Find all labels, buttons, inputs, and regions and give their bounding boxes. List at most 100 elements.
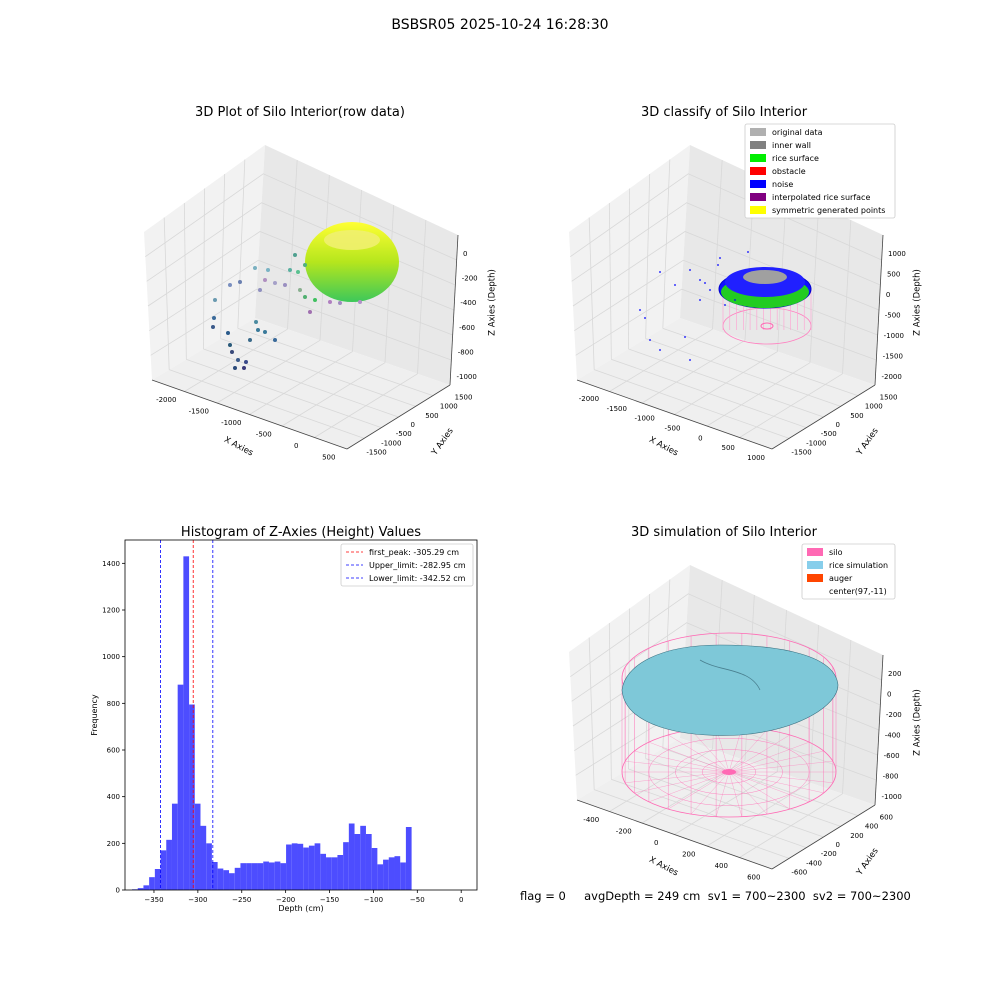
legend-label: inner wall — [772, 141, 811, 150]
y-axis-label: Y Axies — [854, 426, 881, 458]
histogram-bar — [326, 857, 332, 890]
noise-point — [719, 257, 721, 259]
z-axis-line — [874, 654, 884, 806]
legend-label: original data — [772, 128, 823, 137]
legend-label: auger — [829, 574, 853, 583]
noise-point — [704, 282, 706, 284]
noise-point — [699, 299, 701, 301]
z-tick-label: -800 — [458, 348, 474, 356]
raw-data-point — [313, 298, 317, 302]
y-tick-label: -500 — [821, 430, 837, 438]
x-tick-label: 0 — [294, 442, 298, 450]
legend-label: obstacle — [772, 167, 806, 176]
z-tick-label: -200 — [462, 275, 478, 283]
x-tick-label: −50 — [410, 896, 425, 904]
histogram-bar — [360, 825, 366, 890]
noise-point — [659, 349, 661, 351]
z-tick-label: -400 — [460, 299, 476, 307]
histogram-title: Histogram of Z-Axies (Height) Values — [181, 525, 421, 540]
legend-label: center(97,-11) — [829, 587, 887, 596]
noise-point — [689, 269, 691, 271]
legend-label: interpolated rice surface — [772, 193, 870, 202]
y-tick-label: -500 — [396, 430, 412, 438]
histogram-bar — [303, 847, 309, 890]
legend-label: rice surface — [772, 154, 819, 163]
raw-data-point — [263, 330, 267, 334]
x-tick-label: 500 — [322, 453, 335, 461]
legend-label: rice simulation — [829, 561, 888, 570]
z-tick-label: -200 — [886, 711, 902, 719]
raw-data-point — [256, 328, 260, 332]
raw-data-point — [248, 338, 252, 342]
histogram-bar — [229, 873, 235, 890]
legend-label: Lower_limit: -342.52 cm — [369, 574, 466, 583]
histogram-bar — [308, 845, 315, 890]
raw-data-point — [273, 281, 277, 285]
z-tick-label: 0 — [463, 250, 467, 258]
raw-data-point — [212, 316, 216, 320]
histogram-bar — [388, 857, 395, 890]
raw-data-3d-panel: 3D Plot of Silo Interior(row data)-2000-… — [144, 105, 497, 461]
histogram-bar — [211, 862, 218, 890]
x-tick-label: 400 — [715, 862, 728, 870]
z-tick-label: 0 — [886, 291, 890, 299]
z-axis-label: Z Axies (Depth) — [912, 269, 922, 336]
x-tick-label: 0 — [459, 896, 463, 904]
x-tick-label: -2000 — [156, 396, 176, 404]
histogram-bar — [194, 803, 201, 890]
raw-data-point — [283, 283, 287, 287]
raw-data-point — [254, 320, 258, 324]
raw-data-point — [228, 283, 232, 287]
y-axis-line — [771, 804, 876, 870]
x-tick-label: -1000 — [634, 415, 654, 423]
histogram-bar — [206, 843, 212, 890]
raw-data-point — [244, 360, 248, 364]
raw-data-point — [233, 366, 237, 370]
histogram-bar — [354, 834, 361, 890]
figure-title: BSBSR05 2025-10-24 16:28:30 — [391, 17, 609, 33]
x-tick-label: −200 — [276, 896, 295, 904]
legend-swatch — [750, 180, 766, 188]
histogram-bar — [200, 825, 207, 890]
simulation-panel-title: 3D simulation of Silo Interior — [631, 525, 818, 540]
noise-point — [674, 284, 676, 286]
simulation-legend-box — [801, 543, 896, 600]
histogram-bar — [280, 863, 287, 890]
z-tick-label: -400 — [885, 732, 901, 740]
histogram-bar — [246, 863, 252, 890]
grid-line — [571, 202, 881, 286]
x-tick-label: -500 — [256, 430, 272, 438]
raw-data-point — [228, 343, 232, 347]
z-tick-label: -500 — [885, 312, 901, 320]
z-axis-label: Z Axies (Depth) — [487, 269, 497, 336]
histogram-bar — [348, 823, 355, 890]
y-tick-label: 400 — [865, 823, 878, 831]
raw-data-point — [288, 268, 292, 272]
histogram-bar — [234, 867, 241, 890]
histogram-bar — [291, 843, 298, 890]
y-tick-label: 0 — [836, 421, 840, 429]
raw-data-point — [242, 366, 246, 370]
rice-simulation-surface — [621, 644, 839, 736]
y-tick-label: 500 — [850, 412, 863, 420]
y-axis-label: Y Axies — [854, 846, 881, 878]
y-tick-label: -1000 — [806, 439, 826, 447]
raw-data-point — [338, 301, 342, 305]
histogram-bar — [320, 853, 327, 890]
right-pane — [680, 145, 883, 385]
x-tick-label: 500 — [722, 444, 735, 452]
y-tick-label: 1000 — [865, 403, 883, 411]
y-tick-label: -1000 — [381, 439, 401, 447]
y-tick-label: 600 — [107, 747, 120, 755]
grid-line — [570, 173, 882, 261]
y-axis-line — [771, 384, 876, 450]
histogram-bar — [286, 844, 292, 890]
noise-point — [724, 304, 726, 306]
x-axis-line — [576, 799, 773, 870]
x-axis-line — [151, 379, 348, 450]
y-tick-label: 0 — [836, 841, 840, 849]
y-tick-label: 1500 — [880, 394, 898, 402]
y-tick-label: 1400 — [102, 560, 120, 568]
noise-point — [709, 289, 711, 291]
